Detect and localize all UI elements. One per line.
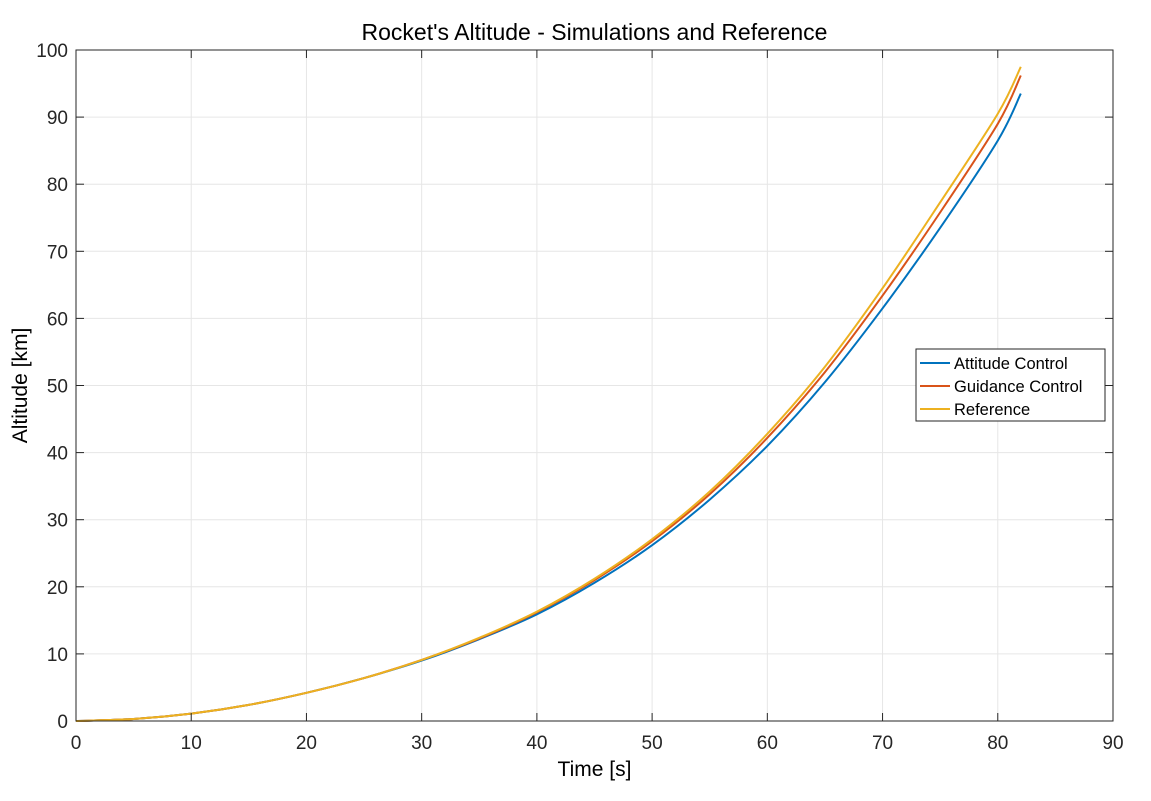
x-tick-label: 50 bbox=[642, 733, 663, 754]
y-tick-label: 90 bbox=[47, 108, 68, 129]
x-tick-label: 0 bbox=[71, 733, 82, 754]
series-line-attitude-control bbox=[75, 93, 1022, 722]
x-axis-label: Time [s] bbox=[558, 758, 632, 781]
x-tick-label: 10 bbox=[181, 733, 202, 754]
y-tick-label: 10 bbox=[47, 645, 68, 666]
legend-label-attitude-control: Attitude Control bbox=[954, 355, 1068, 373]
axis-ticks: 0 10 20 30 40 50 60 70 80 90 0 10 20 30 40 50 60 70 80 90 10… bbox=[36, 41, 1123, 754]
y-axis-label: Altitude [km] bbox=[9, 328, 32, 444]
series-line-guidance-control bbox=[75, 75, 1022, 722]
x-tick-label: 90 bbox=[1102, 733, 1123, 754]
x-tick-label: 30 bbox=[411, 733, 432, 754]
chart-title: Rocket's Altitude - Simulations and Refe… bbox=[362, 19, 828, 45]
series-line-reference bbox=[75, 66, 1022, 722]
x-tick-label: 40 bbox=[526, 733, 547, 754]
legend-label-reference: Reference bbox=[954, 401, 1030, 419]
legend-label-guidance-control: Guidance Control bbox=[954, 378, 1082, 396]
y-tick-label: 80 bbox=[47, 175, 68, 196]
y-tick-label: 100 bbox=[36, 41, 68, 62]
y-tick-label: 0 bbox=[57, 712, 68, 733]
y-tick-label: 30 bbox=[47, 511, 68, 532]
legend: Attitude Control Guidance Control Referenc… bbox=[915, 348, 1106, 422]
x-tick-label: 80 bbox=[987, 733, 1008, 754]
y-tick-label: 70 bbox=[47, 242, 68, 263]
plot-lines bbox=[75, 66, 1022, 722]
y-tick-label: 60 bbox=[47, 309, 68, 330]
y-tick-label: 20 bbox=[47, 578, 68, 599]
y-tick-label: 40 bbox=[47, 444, 68, 465]
y-tick-label: 50 bbox=[47, 377, 68, 398]
x-tick-label: 70 bbox=[872, 733, 893, 754]
x-tick-label: 60 bbox=[757, 733, 778, 754]
x-tick-label: 20 bbox=[296, 733, 317, 754]
